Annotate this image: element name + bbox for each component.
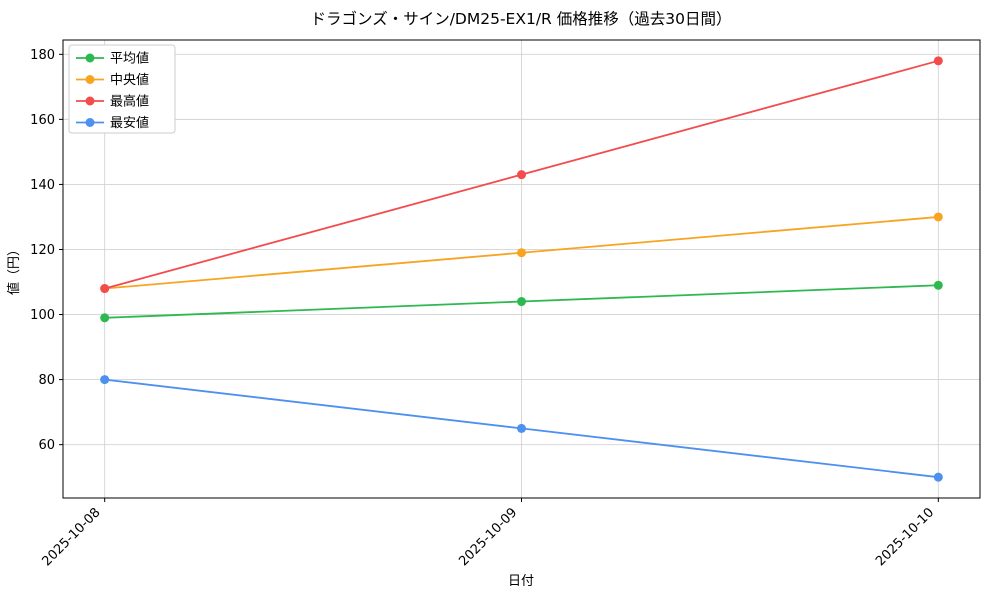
legend-label: 最高値 xyxy=(110,94,149,110)
series-marker-2 xyxy=(933,56,943,66)
legend-box xyxy=(68,44,176,134)
legend-item-0: 平均値 xyxy=(76,51,149,67)
x-tick-label: 2025-10-08 xyxy=(39,505,103,569)
legend-label: 最安値 xyxy=(110,115,149,131)
y-tick-label: 120 xyxy=(30,243,55,258)
legend-marker xyxy=(85,75,95,84)
legend-marker xyxy=(85,118,95,127)
series-marker-1 xyxy=(517,248,526,258)
y-tick-label: 160 xyxy=(30,113,55,128)
series-marker-3 xyxy=(517,423,526,433)
chart-title: ドラゴンズ・サイン/DM25-EX1/R 価格推移（過去30日間） xyxy=(311,9,732,28)
legend-label: 中央値 xyxy=(110,72,149,88)
x-tick-label: 2025-10-09 xyxy=(456,505,520,569)
plot-area: 60 80 100 120 140 160 180 2025-10-08 2025-10-09 2… xyxy=(30,39,981,569)
y-tick-label: 180 xyxy=(30,48,55,63)
legend-marker xyxy=(85,53,95,63)
legend-marker xyxy=(85,96,95,106)
y-tick-label: 60 xyxy=(38,438,55,453)
series-marker-1 xyxy=(933,212,943,222)
series-marker-0 xyxy=(933,280,943,290)
y-axis-label: 値（円） xyxy=(6,243,22,295)
y-tick-label: 140 xyxy=(30,178,55,193)
y-tick-label: 80 xyxy=(38,373,55,388)
series-marker-3 xyxy=(933,472,943,482)
plot-border xyxy=(62,39,981,499)
series-marker-3 xyxy=(100,375,110,385)
series-marker-0 xyxy=(100,313,110,323)
series-marker-2 xyxy=(517,170,526,180)
series-marker-2 xyxy=(100,284,110,294)
legend-item-2: 最高値 xyxy=(76,94,149,110)
legend-item-1: 中央値 xyxy=(76,72,149,88)
y-tick-label: 100 xyxy=(30,308,55,323)
x-tick-label: 2025-10-10 xyxy=(873,505,937,569)
series-marker-0 xyxy=(517,297,526,307)
x-axis-label: 日付 xyxy=(508,574,534,589)
legend-item-3: 最安値 xyxy=(76,115,149,131)
legend-label: 平均値 xyxy=(110,51,149,67)
